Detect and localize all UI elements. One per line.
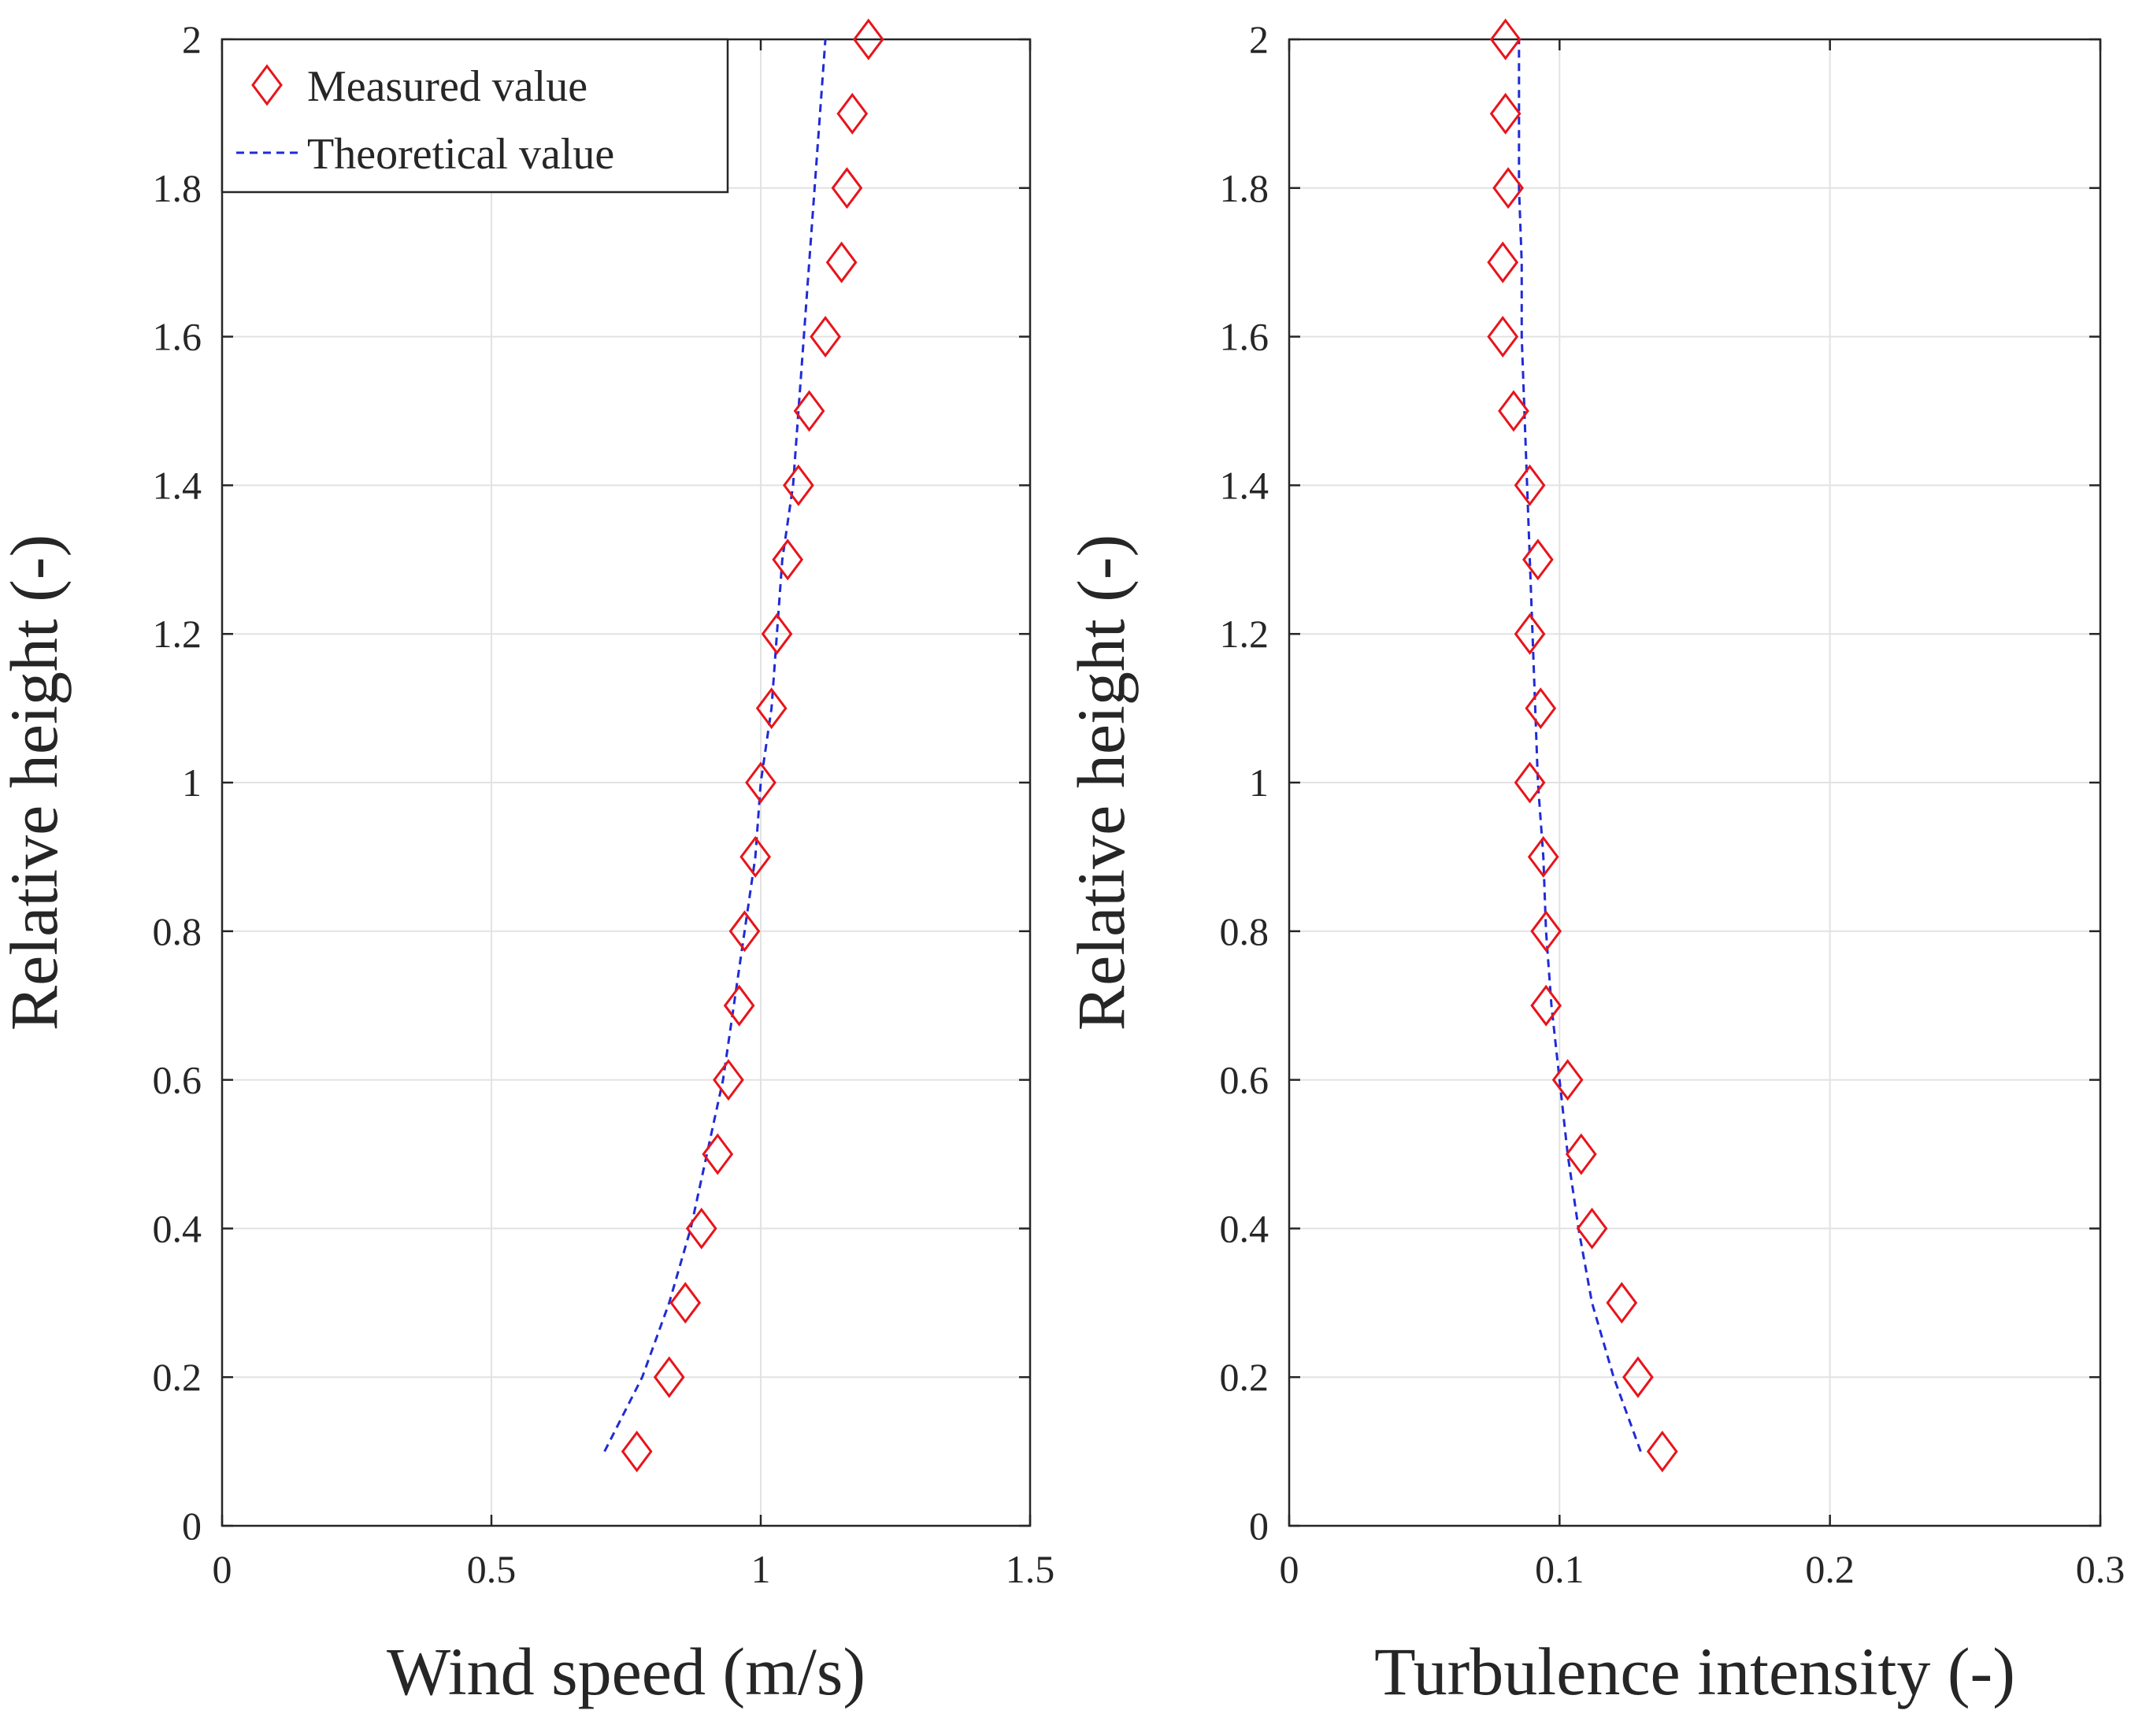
wind-speed-measured-point [685, 1207, 717, 1249]
turbulence-measured-point [1514, 613, 1546, 655]
turbulence-measured-point [1576, 1207, 1608, 1249]
wind-speed-ytick-label: 0.8 [153, 909, 202, 953]
turbulence-ytick-label: 0.6 [1220, 1058, 1269, 1102]
wind-speed-measured-point [831, 167, 863, 209]
turbulence-measured-point [1492, 167, 1524, 209]
wind-speed-ytick-label: 0.2 [153, 1355, 202, 1399]
turbulence-measured-point [1498, 390, 1529, 432]
wind-speed-measured-point [825, 241, 858, 283]
wind-speed-xtick-label: 0 [213, 1547, 232, 1591]
wind-speed-xtick-label: 1 [751, 1547, 771, 1591]
wind-speed-measured-point [793, 390, 825, 432]
turbulence-measured-point [1551, 1059, 1584, 1101]
turbulence-ytick-label: 1.4 [1220, 463, 1269, 507]
turbulence-ytick-label: 1.8 [1220, 166, 1269, 210]
turbulence-measured-point [1622, 1356, 1654, 1398]
wind-speed-measured-point [713, 1059, 744, 1101]
legend-measured-marker [251, 64, 283, 106]
turbulence-measured-point [1489, 18, 1521, 61]
turbulence-measured-point [1565, 1133, 1597, 1175]
turbulence-xtick-label: 0.2 [1805, 1547, 1855, 1591]
wind-speed-ytick-label: 1.6 [153, 315, 202, 359]
wind-speed-measured-point [621, 1431, 653, 1473]
legend: Measured value Theoretical value [221, 38, 729, 194]
wind-speed-ytick-label: 0.4 [153, 1206, 202, 1250]
legend-theoretical-label: Theoretical value [307, 130, 614, 179]
wind-speed-ytick-label: 1.2 [153, 612, 202, 656]
turbulence-measured-point [1530, 984, 1562, 1027]
legend-box [221, 38, 729, 194]
wind-speed-ytick-label: 1.8 [153, 166, 202, 210]
wind-speed-measured-point [755, 687, 788, 730]
wind-speed-ytick-label: 2 [182, 17, 202, 61]
wind-speed-xtick-label: 1.5 [1006, 1547, 1055, 1591]
turbulence-measured-point [1487, 316, 1519, 358]
turbulence-ytick-label: 0.8 [1220, 909, 1269, 953]
turbulence-measured-point [1646, 1431, 1678, 1473]
wind-speed-ytick-label: 1 [182, 761, 202, 805]
wind-speed-measured-point [702, 1133, 734, 1175]
wind-speed-measured-point [669, 1282, 702, 1324]
wind-speed-measured-point [783, 464, 814, 506]
wind-speed-x-axis-label: Wind speed (m/s) [387, 1634, 865, 1709]
turbulence-ytick-label: 1 [1249, 761, 1269, 805]
turbulence-ytick-label: 0 [1249, 1504, 1269, 1548]
turbulence-intensity-panel: 0 0.1 0.2 0.3 0 0.2 0.4 0.6 0.8 1 1.2 1.4 1.6 1.8 2 Tur… [1063, 17, 2125, 1709]
turbulence-xtick-label: 0.1 [1535, 1547, 1584, 1591]
wind-speed-y-axis-label: Relative height (-) [0, 535, 72, 1031]
turbulence-measured-point [1514, 761, 1546, 804]
wind-speed-xtick-label: 0.5 [467, 1547, 517, 1591]
turbulence-measured-point [1530, 910, 1562, 953]
wind-speed-measured-point [739, 835, 772, 878]
turbulence-ytick-label: 2 [1249, 17, 1269, 61]
turbulence-x-axis-label: Turbulence intensity (-) [1374, 1634, 2015, 1709]
wind-speed-ytick-label: 0 [182, 1504, 202, 1548]
wind-speed-panel: 0 0.5 1 1.5 0 0.2 0.4 0.6 0.8 1 1.2 1.4 1.6 1.8 2 Wind … [0, 17, 1054, 1709]
wind-speed-measured-point [836, 92, 869, 135]
turbulence-y-axis-label: Relative height (-) [1063, 535, 1139, 1031]
turbulence-ytick-label: 0.4 [1220, 1206, 1269, 1250]
wind-speed-measured-point [810, 316, 841, 358]
wind-speed-measured-point [728, 910, 761, 953]
turbulence-measured-point [1606, 1282, 1638, 1324]
wind-speed-measured-point [761, 613, 793, 655]
wind-speed-measured-point [745, 761, 776, 804]
wind-speed-measured-point [653, 1356, 685, 1398]
turbulence-measured-point [1514, 464, 1546, 506]
wind-speed-measured-point [852, 18, 884, 61]
wind-speed-ytick-label: 0.6 [153, 1058, 202, 1102]
turbulence-measured-point [1487, 241, 1519, 283]
turbulence-ytick-label: 0.2 [1220, 1355, 1269, 1399]
turbulence-measured-point [1489, 92, 1521, 135]
wind-speed-measured-point [723, 984, 755, 1027]
turbulence-measured-point [1527, 835, 1559, 878]
turbulence-xtick-label: 0.3 [2076, 1547, 2126, 1591]
turbulence-ytick-label: 1.2 [1220, 612, 1269, 656]
legend-measured-label: Measured value [307, 62, 587, 111]
turbulence-xtick-label: 0 [1280, 1547, 1299, 1591]
wind-speed-ytick-label: 1.4 [153, 463, 202, 507]
turbulence-ytick-label: 1.6 [1220, 315, 1269, 359]
turbulence-theoretical-line [1518, 39, 1642, 1453]
wind-speed-measured-point [772, 539, 804, 581]
wind-speed-theoretical-line [603, 39, 827, 1453]
turbulence-measured-point [1521, 539, 1554, 581]
turbulence-measured-point [1525, 687, 1557, 730]
